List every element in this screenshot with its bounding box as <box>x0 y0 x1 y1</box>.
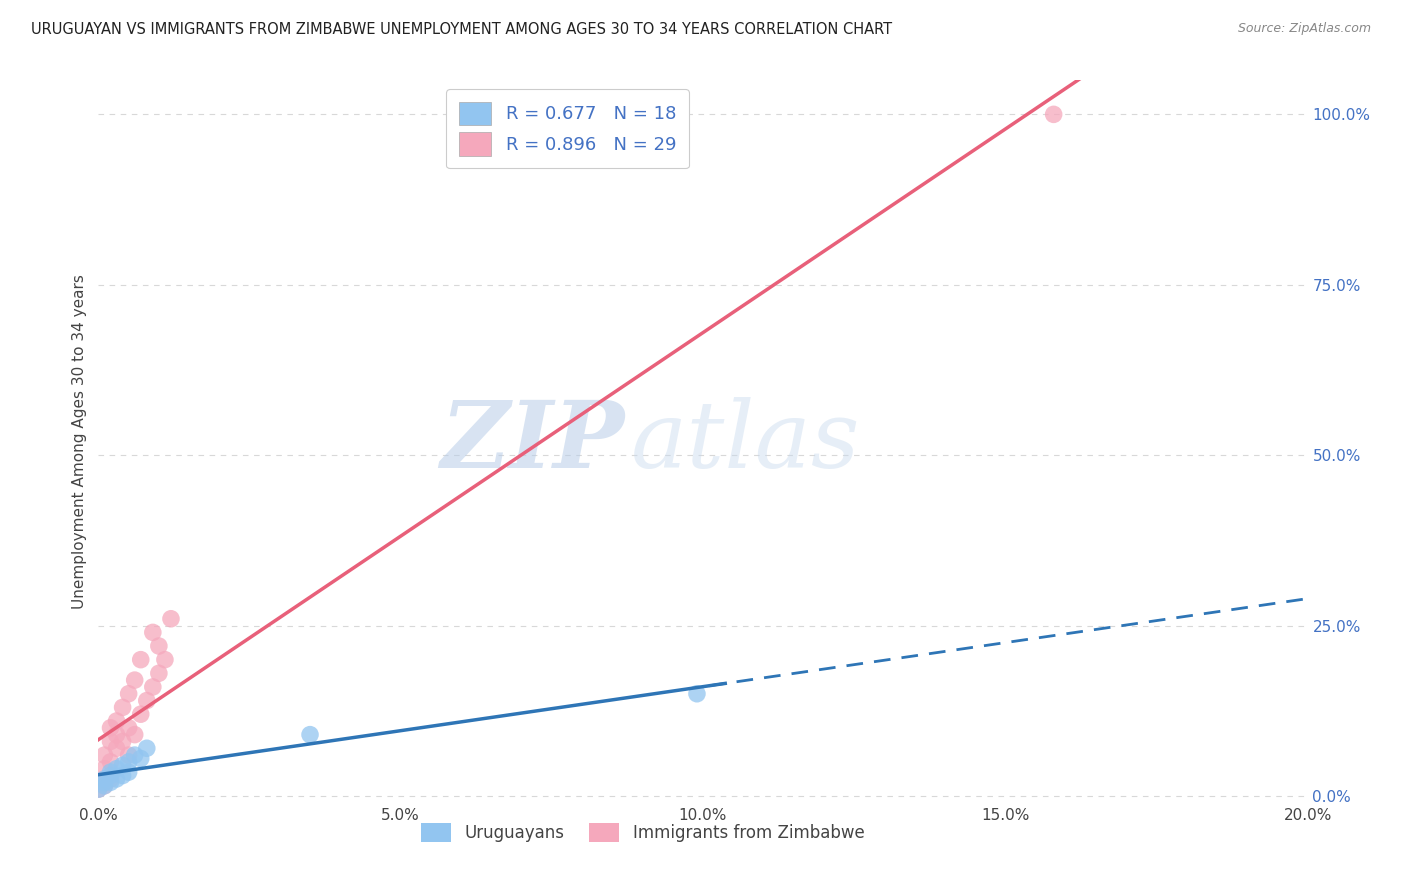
Point <box>124 748 146 763</box>
Point <box>118 687 141 701</box>
Point <box>153 653 176 667</box>
Point <box>118 721 141 735</box>
Point <box>135 693 157 707</box>
Point <box>93 748 115 763</box>
Text: atlas: atlas <box>630 397 860 486</box>
Point <box>111 700 134 714</box>
Point <box>111 758 134 772</box>
Point <box>118 748 141 763</box>
Point <box>93 775 115 789</box>
Point <box>118 765 141 780</box>
Point <box>129 653 152 667</box>
Point <box>124 728 146 742</box>
Legend: Uruguayans, Immigrants from Zimbabwe: Uruguayans, Immigrants from Zimbabwe <box>415 816 870 848</box>
Point <box>100 765 122 780</box>
Point <box>100 775 122 789</box>
Point <box>93 775 115 789</box>
Y-axis label: Unemployment Among Ages 30 to 34 years: Unemployment Among Ages 30 to 34 years <box>72 274 87 609</box>
Point <box>142 625 165 640</box>
Point <box>148 639 170 653</box>
Point <box>100 721 122 735</box>
Point <box>93 762 115 776</box>
Point <box>93 779 115 793</box>
Point <box>93 779 115 793</box>
Point <box>111 768 134 782</box>
Point <box>135 741 157 756</box>
Point <box>105 772 128 786</box>
Point <box>142 680 165 694</box>
Point <box>129 751 152 765</box>
Point <box>686 687 709 701</box>
Point <box>100 734 122 748</box>
Point <box>160 612 183 626</box>
Point <box>118 755 141 769</box>
Point <box>129 707 152 722</box>
Point <box>105 762 128 776</box>
Point <box>105 714 128 728</box>
Point <box>100 772 122 786</box>
Point <box>1042 107 1064 121</box>
Point <box>87 782 110 797</box>
Point <box>93 772 115 786</box>
Point <box>105 728 128 742</box>
Text: Source: ZipAtlas.com: Source: ZipAtlas.com <box>1237 22 1371 36</box>
Point <box>148 666 170 681</box>
Point <box>124 673 146 687</box>
Point <box>299 728 322 742</box>
Point <box>100 755 122 769</box>
Text: URUGUAYAN VS IMMIGRANTS FROM ZIMBABWE UNEMPLOYMENT AMONG AGES 30 TO 34 YEARS COR: URUGUAYAN VS IMMIGRANTS FROM ZIMBABWE UN… <box>31 22 891 37</box>
Point <box>100 768 122 782</box>
Point <box>111 734 134 748</box>
Point <box>105 741 128 756</box>
Point <box>87 782 110 797</box>
Text: ZIP: ZIP <box>440 397 624 486</box>
